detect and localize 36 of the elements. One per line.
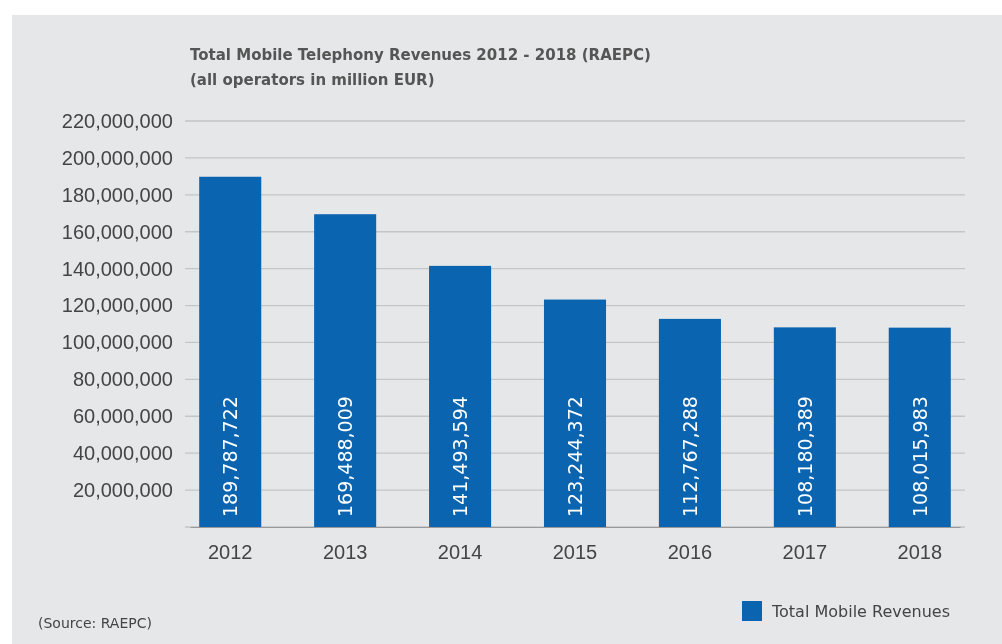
x-tick-label: 2012 xyxy=(207,541,253,564)
y-tick-label: 60,000,000 xyxy=(72,405,173,428)
x-tick-label: 2014 xyxy=(437,541,483,564)
chart-title: Total Mobile Telephony Revenues 2012 - 2018 (RAEPC) xyxy=(190,46,651,64)
y-tick-label: 100,000,000 xyxy=(61,331,173,354)
bar xyxy=(314,214,377,527)
y-tick-label: 160,000,000 xyxy=(61,220,173,243)
bar xyxy=(199,176,262,527)
chart-subtitle: (all operators in million EUR) xyxy=(190,71,435,89)
data-label: 108,015,983 xyxy=(908,396,931,517)
y-tick-label: 140,000,000 xyxy=(61,257,173,280)
data-label: 112,767,288 xyxy=(678,396,701,517)
text: (Source: RAEPC) xyxy=(38,615,152,631)
bar xyxy=(543,299,607,527)
y-tick-label: 20,000,000 xyxy=(72,478,173,501)
x-tick-label: 2016 xyxy=(667,541,713,564)
x-tick-label: 2018 xyxy=(897,541,943,564)
bar xyxy=(888,327,951,527)
x-tick-label: 2017 xyxy=(782,541,828,564)
bar xyxy=(773,327,836,527)
bar xyxy=(658,318,721,527)
data-label: 123,244,372 xyxy=(564,396,586,517)
data-label: 169,488,009 xyxy=(334,396,357,517)
data-label: 141,493,594 xyxy=(449,396,472,517)
bar xyxy=(429,265,492,527)
data-label: 189,787,722 xyxy=(219,396,242,517)
y-tick-label: 220,000,000 xyxy=(61,109,173,132)
data-label: 108,180,389 xyxy=(793,396,816,517)
y-tick-label: 200,000,000 xyxy=(61,146,173,169)
x-tick-label: 2015 xyxy=(552,541,598,564)
y-tick-label: 180,000,000 xyxy=(61,183,173,206)
legend-label: Total Mobile Revenues xyxy=(771,602,951,621)
x-tick-label: 2013 xyxy=(322,541,368,564)
y-tick-label: 80,000,000 xyxy=(72,368,173,391)
y-tick-label: 120,000,000 xyxy=(61,294,173,317)
y-tick-label: 40,000,000 xyxy=(72,442,173,465)
